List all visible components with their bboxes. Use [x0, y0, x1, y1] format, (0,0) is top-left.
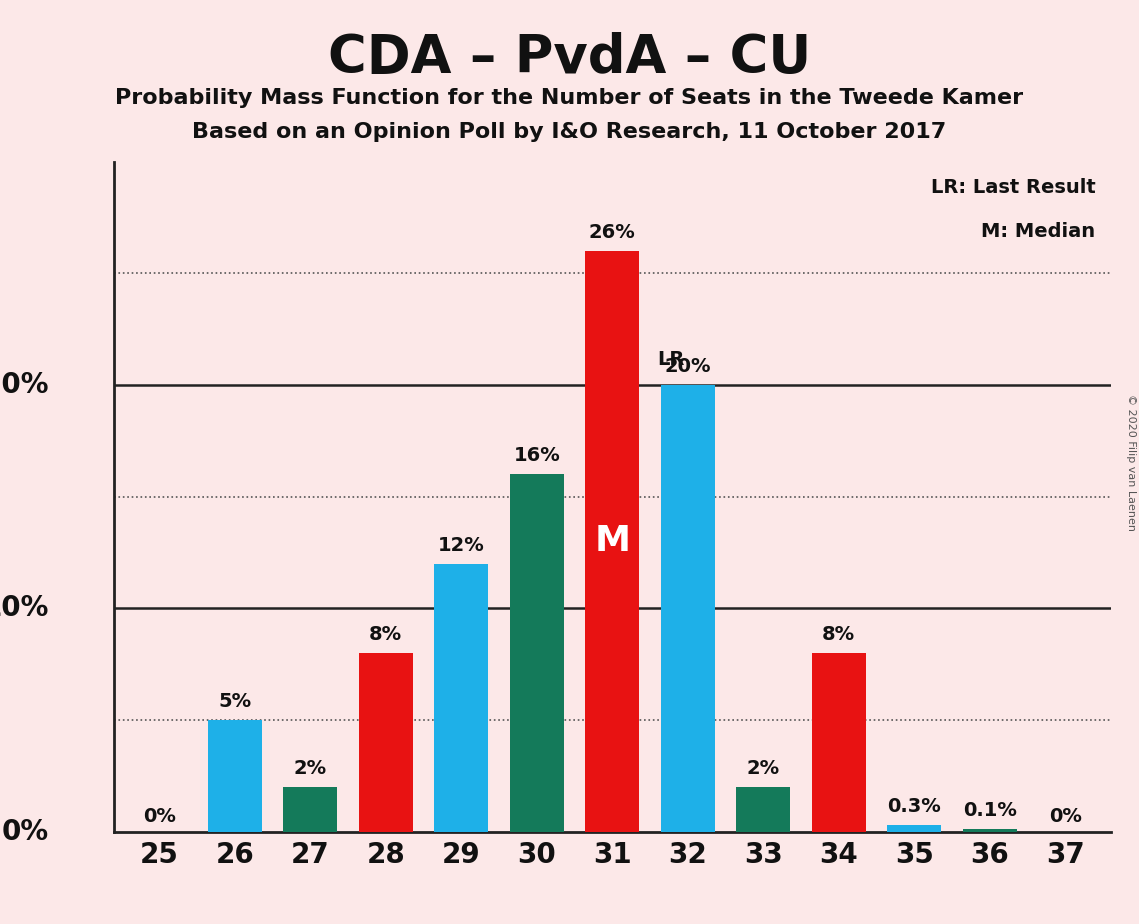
Text: 10%: 10%: [0, 594, 49, 622]
Bar: [207, 720, 262, 832]
Bar: [812, 653, 866, 832]
Text: 0.3%: 0.3%: [887, 797, 941, 816]
Bar: [282, 787, 337, 832]
Text: 0%: 0%: [2, 818, 49, 845]
Text: 20%: 20%: [664, 357, 711, 376]
Bar: [661, 385, 715, 832]
Bar: [509, 474, 564, 832]
Text: M: M: [595, 524, 630, 558]
Text: 5%: 5%: [219, 692, 252, 711]
Text: LR: Last Result: LR: Last Result: [931, 178, 1096, 198]
Text: 20%: 20%: [0, 371, 49, 399]
Text: Probability Mass Function for the Number of Seats in the Tweede Kamer: Probability Mass Function for the Number…: [115, 88, 1024, 108]
Text: © 2020 Filip van Laenen: © 2020 Filip van Laenen: [1126, 394, 1136, 530]
Text: CDA – PvdA – CU: CDA – PvdA – CU: [328, 32, 811, 84]
Bar: [887, 825, 942, 832]
Text: 0%: 0%: [1049, 807, 1082, 826]
Text: Based on an Opinion Poll by I&O Research, 11 October 2017: Based on an Opinion Poll by I&O Research…: [192, 122, 947, 142]
Text: 0.1%: 0.1%: [962, 801, 1017, 821]
Bar: [962, 830, 1017, 832]
Text: 16%: 16%: [514, 446, 560, 466]
Text: 2%: 2%: [747, 759, 780, 778]
Bar: [434, 564, 489, 832]
Text: 0%: 0%: [142, 807, 175, 826]
Text: 8%: 8%: [369, 625, 402, 644]
Text: 2%: 2%: [294, 759, 327, 778]
Text: 12%: 12%: [437, 536, 484, 554]
Bar: [736, 787, 790, 832]
Bar: [585, 251, 639, 832]
Text: 8%: 8%: [822, 625, 855, 644]
Bar: [359, 653, 412, 832]
Text: LR: LR: [657, 350, 685, 370]
Text: M: Median: M: Median: [982, 222, 1096, 241]
Text: 26%: 26%: [589, 223, 636, 242]
